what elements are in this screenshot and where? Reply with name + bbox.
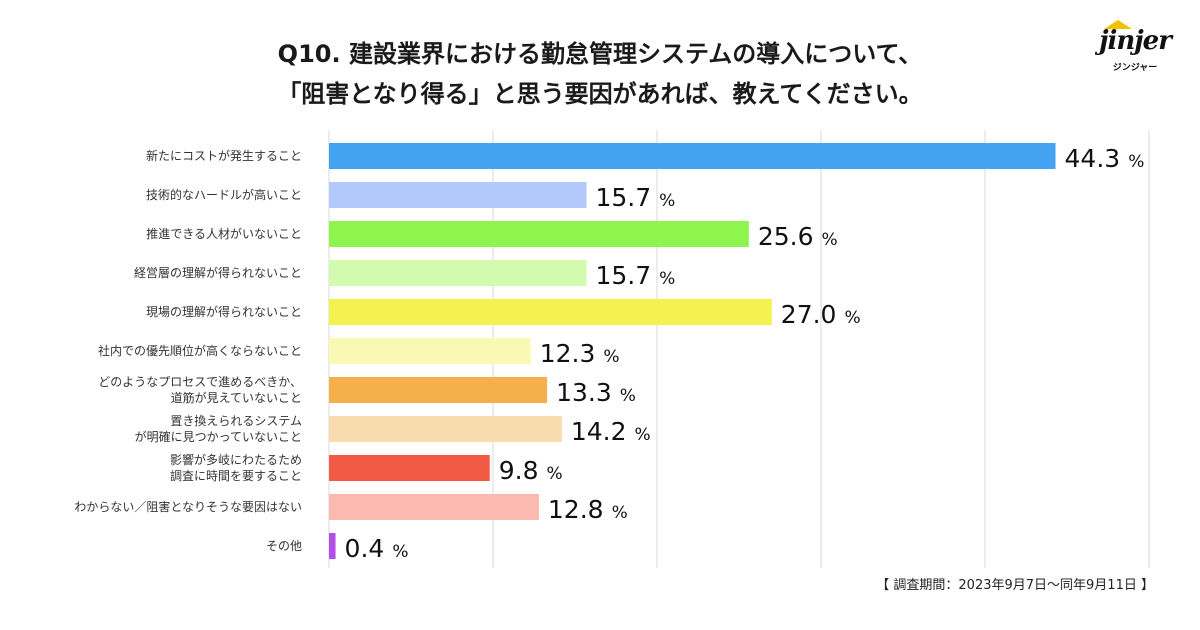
category-label: 経営層の理解が得られないこと xyxy=(134,265,302,280)
bar xyxy=(329,260,587,286)
category-label: どのようなプロセスで進めるべきか、 xyxy=(98,375,302,389)
value-label: 9.8 xyxy=(499,456,539,485)
bar xyxy=(329,143,1056,169)
value-unit: % xyxy=(659,191,675,211)
category-label: わからない／阻害となりそうな要因はない xyxy=(74,499,302,514)
value-unit: % xyxy=(546,464,562,484)
bar xyxy=(329,338,531,364)
chart-title-line-1: Q10. 建設業界における勤怠管理システムの導入について、 xyxy=(277,40,923,68)
chart-title: Q10. 建設業界における勤怠管理システムの導入について、 「阻害となり得る」と… xyxy=(0,34,1200,114)
logo-roof-icon xyxy=(1104,20,1132,29)
bar xyxy=(329,533,336,559)
bar xyxy=(329,299,772,325)
value-unit: % xyxy=(1128,152,1144,172)
category-label: が明確に見つかっていないこと xyxy=(135,429,302,444)
value-label: 12.3 xyxy=(540,339,596,368)
value-label: 14.2 xyxy=(571,417,627,446)
category-label: 技術的なハードルが高いこと xyxy=(146,187,302,202)
category-label: その他 xyxy=(266,539,302,553)
bar xyxy=(329,377,548,403)
bar xyxy=(329,416,562,442)
logo-wordmark: jinjer xyxy=(1099,26,1172,56)
value-unit: % xyxy=(620,386,636,406)
bar xyxy=(329,494,539,520)
value-label: 25.6 xyxy=(758,222,814,251)
category-label: 置き換えられるシステム xyxy=(170,414,302,428)
category-label: 影響が多岐にわたるため xyxy=(170,452,302,467)
category-label: 新たにコストが発生すること xyxy=(146,148,302,163)
value-unit: % xyxy=(844,308,860,328)
value-label: 27.0 xyxy=(781,300,837,329)
value-unit: % xyxy=(659,269,675,289)
value-unit: % xyxy=(822,230,838,250)
value-label: 0.4 xyxy=(345,534,385,563)
value-unit: % xyxy=(603,347,619,367)
value-label: 12.8 xyxy=(548,495,604,524)
value-unit: % xyxy=(612,503,628,523)
category-label: 調査に時間を要すること xyxy=(170,469,302,483)
value-label: 15.7 xyxy=(595,261,651,290)
category-label: 現場の理解が得られないこと xyxy=(146,304,302,319)
category-label: 道筋が見えていないこと xyxy=(171,390,302,405)
survey-period-note: 【 調査期間：2023年9月7日〜同年9月11日 】 xyxy=(876,578,1154,593)
bar xyxy=(329,221,749,247)
value-label: 44.3 xyxy=(1065,144,1121,173)
value-label: 13.3 xyxy=(556,378,612,407)
logo-subtitle: ジンジャー xyxy=(1112,63,1158,73)
chart-title-line-2: 「阻害となり得る」と思う要因があれば、教えてください。 xyxy=(277,80,923,108)
value-unit: % xyxy=(392,542,408,562)
category-label: 社内での優先順位が高くならないこと xyxy=(98,343,302,358)
jinjer-logo: jinjer ジンジャー xyxy=(1090,18,1180,78)
bar xyxy=(329,455,490,481)
value-unit: % xyxy=(635,425,651,445)
value-label: 15.7 xyxy=(595,183,651,212)
bar xyxy=(329,182,587,208)
category-label: 推進できる人材がいないこと xyxy=(146,226,302,241)
